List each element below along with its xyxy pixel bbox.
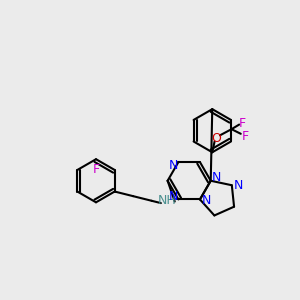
Text: N: N — [201, 194, 211, 208]
Text: F: F — [242, 130, 249, 143]
Text: F: F — [239, 116, 246, 130]
Text: N: N — [233, 179, 243, 192]
Text: N: N — [169, 159, 178, 172]
Text: NH: NH — [158, 194, 176, 206]
Text: N: N — [212, 171, 222, 184]
Text: N: N — [169, 190, 178, 203]
Text: F: F — [92, 164, 100, 176]
Text: O: O — [211, 132, 221, 145]
